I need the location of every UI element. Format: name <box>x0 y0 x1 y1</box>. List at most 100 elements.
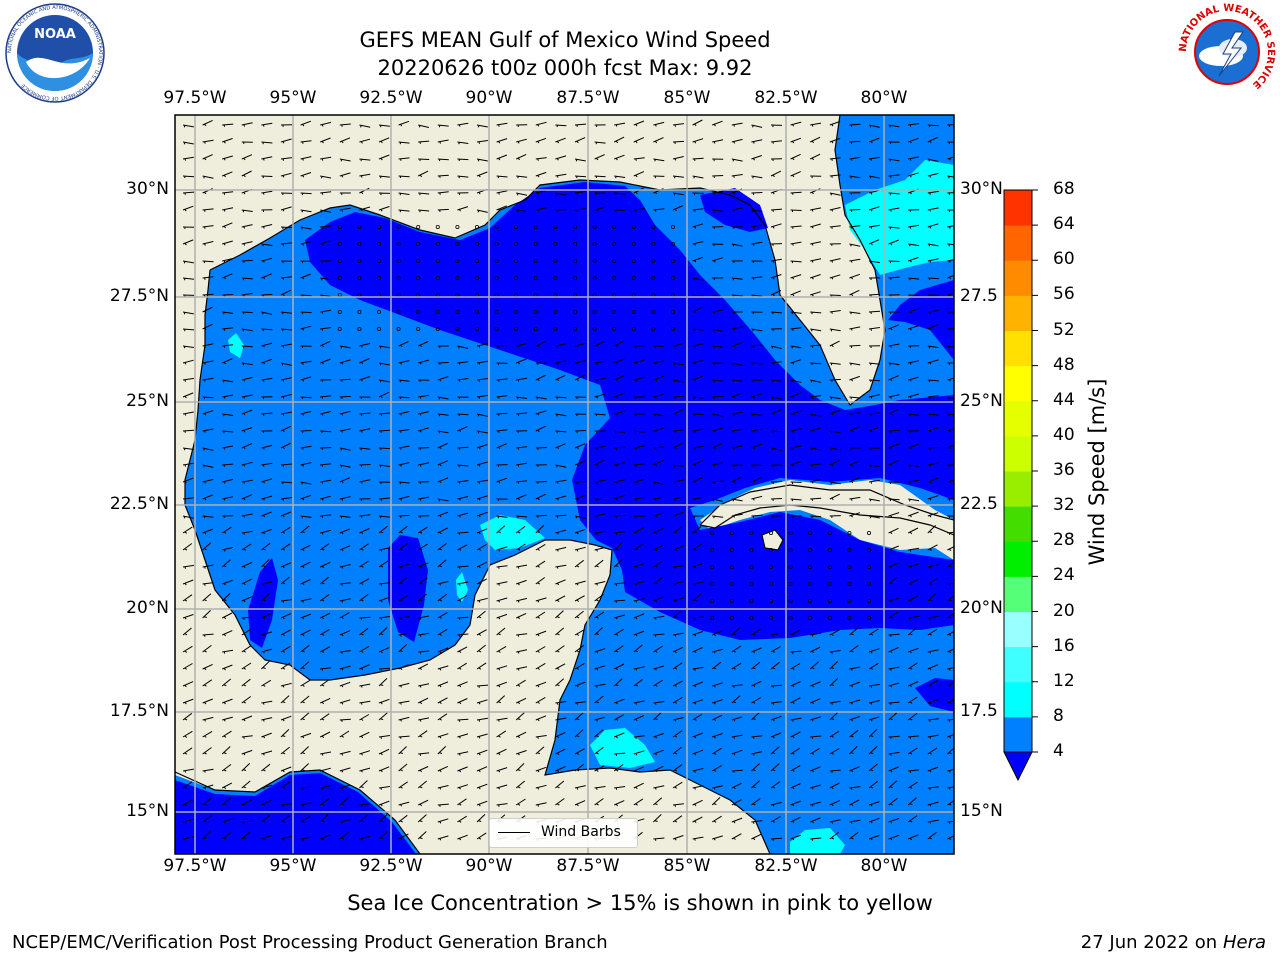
wind-barb <box>359 206 371 212</box>
wind-barb <box>182 681 194 688</box>
wind-barb <box>653 413 665 417</box>
wind-barb <box>829 396 841 400</box>
wind-barb <box>868 729 878 738</box>
wind-barb <box>398 814 408 823</box>
wind-barb <box>221 730 232 738</box>
wind-barb <box>476 699 488 705</box>
wind-barb <box>574 481 587 484</box>
wind-barb <box>770 447 782 451</box>
wind-barb <box>692 192 704 196</box>
calm-wind-marker <box>808 548 813 553</box>
wind-barb <box>320 411 332 416</box>
wind-barb <box>653 596 664 603</box>
calm-wind-marker <box>631 275 636 280</box>
calm-wind-marker <box>612 275 617 280</box>
wind-barb <box>692 496 704 501</box>
wind-barb <box>516 124 528 128</box>
wind-barb <box>221 526 232 534</box>
wind-barb <box>810 801 821 807</box>
wind-barb <box>614 614 625 620</box>
wind-barb <box>672 781 683 789</box>
calm-wind-marker <box>533 224 538 229</box>
wind-barb <box>202 360 214 365</box>
wind-barb <box>888 611 899 619</box>
wind-barb <box>457 698 468 705</box>
wind-barb <box>653 481 665 485</box>
wind-barb <box>241 443 253 450</box>
wind-barb <box>947 820 954 824</box>
wind-barb <box>378 175 390 179</box>
wind-barb <box>202 747 212 755</box>
wind-barb <box>868 362 880 366</box>
wind-barb <box>613 340 625 348</box>
wind-barb <box>496 681 508 688</box>
wind-barb <box>810 784 821 790</box>
wind-barb <box>319 798 330 806</box>
wind-barb <box>927 310 939 314</box>
wind-barb <box>182 226 195 230</box>
wind-barb <box>261 799 272 807</box>
wind-barb <box>574 360 586 365</box>
calm-wind-marker <box>337 258 342 263</box>
wind-barb <box>555 546 567 552</box>
wind-barb <box>320 667 332 671</box>
wind-barb <box>868 648 880 654</box>
wind-barb <box>574 629 585 636</box>
wind-barb <box>653 749 664 756</box>
calm-wind-marker <box>573 275 578 280</box>
wind-barb <box>907 747 918 755</box>
wind-barb <box>221 612 233 620</box>
wind-barb <box>633 700 645 705</box>
lon-tick-label-top: 95°W <box>269 88 317 108</box>
wind-barb <box>496 443 507 450</box>
wind-barb <box>927 801 939 807</box>
wind-barb <box>731 342 743 348</box>
wind-barb <box>947 175 954 179</box>
wind-barb <box>476 479 488 484</box>
wind-barb <box>202 276 214 280</box>
wind-barb <box>280 206 292 212</box>
wind-barb <box>829 481 841 485</box>
wind-barb <box>319 612 331 620</box>
wind-barb <box>888 192 900 196</box>
wind-barb <box>790 410 802 416</box>
wind-barb <box>300 481 312 485</box>
wind-barb <box>300 209 312 213</box>
wind-barb <box>947 413 954 417</box>
wind-barb <box>202 768 214 773</box>
wind-barb <box>888 226 900 230</box>
wind-barb <box>339 172 351 178</box>
wind-barb <box>359 560 369 568</box>
wind-barb <box>927 649 939 654</box>
wind-barb <box>261 444 273 450</box>
wind-barb <box>711 797 721 806</box>
wind-barb <box>809 136 821 144</box>
wind-barb <box>241 409 253 416</box>
wind-barb <box>457 175 469 179</box>
wind-barb <box>241 209 253 213</box>
wind-barb <box>574 374 586 382</box>
wind-barb <box>770 646 781 653</box>
wind-barb <box>437 413 449 417</box>
wind-barb <box>535 362 547 366</box>
wind-barb <box>751 751 763 756</box>
wind-barb <box>712 785 724 790</box>
wind-barb <box>378 596 390 603</box>
wind-barb <box>182 345 194 349</box>
wind-barb <box>398 495 410 501</box>
wind-barb <box>633 666 645 671</box>
wind-barb <box>515 798 526 806</box>
wind-barb <box>633 543 644 551</box>
wind-barb <box>672 395 685 399</box>
wind-barb <box>653 765 664 773</box>
wind-barb <box>516 597 528 603</box>
calm-wind-marker <box>376 326 381 331</box>
wind-barb <box>947 362 954 365</box>
wind-barb <box>672 680 683 687</box>
wind-barb <box>947 734 954 739</box>
wind-barb <box>751 241 763 246</box>
wind-barb <box>907 595 919 602</box>
wind-barb <box>280 276 292 280</box>
wind-barb <box>202 119 213 127</box>
wind-barb <box>496 429 508 433</box>
